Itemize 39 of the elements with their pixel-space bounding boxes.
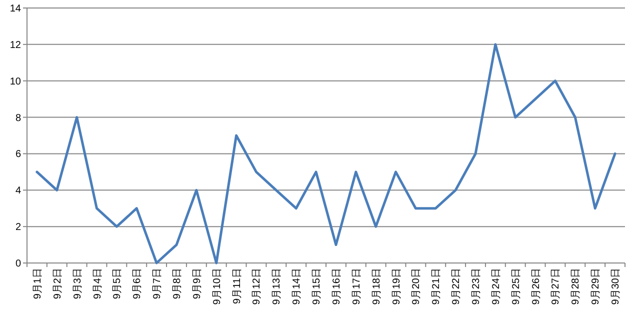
x-tick-label: 9月7日 [152, 268, 164, 300]
y-tick-label: 4 [15, 186, 22, 197]
x-tick-label: 9月24日 [490, 268, 502, 305]
x-tick-label: 9月4日 [92, 268, 104, 300]
x-tick-label: 9月27日 [550, 268, 562, 305]
x-tick-label: 9月19日 [391, 268, 402, 305]
x-tick-label: 9月14日 [292, 268, 303, 305]
x-tick-label: 9月13日 [272, 268, 283, 305]
line-series [36, 43, 616, 264]
y-tick-label: 0 [15, 258, 22, 270]
x-tick-label: 9月1日 [32, 268, 44, 300]
y-tick-label: 10 [10, 76, 22, 88]
x-tick-label: 9月22日 [451, 268, 462, 305]
x-tick-label: 9月28日 [570, 268, 582, 305]
y-tick-label: 8 [15, 112, 22, 124]
x-tick-label: 9月5日 [112, 268, 124, 300]
y-tick-label: 2 [15, 222, 22, 234]
x-tick-label: 9月30日 [610, 268, 622, 305]
x-tick-label: 9月17日 [351, 268, 362, 305]
x-tick-label: 9月21日 [431, 268, 442, 305]
x-tick-label: 9月11日 [232, 268, 243, 304]
x-tick-label: 9月3日 [72, 268, 84, 300]
x-tick-label: 9月16日 [331, 268, 342, 305]
x-tick-label: 9月23日 [471, 268, 482, 305]
x-tick-label: 9月6日 [132, 268, 144, 300]
x-tick-label: 9月12日 [252, 268, 263, 305]
x-tick-label: 9月15日 [312, 268, 323, 305]
x-tick-label: 9月20日 [411, 268, 422, 305]
x-tick-label: 9月29日 [590, 268, 602, 305]
y-tick-label: 14 [10, 4, 22, 14]
x-tick-label: 9月9日 [192, 268, 203, 300]
x-tick-label: 9月2日 [52, 268, 64, 300]
x-tick-label: 9月8日 [172, 268, 183, 300]
y-tick-label: 6 [15, 149, 22, 160]
x-tick-label: 9月25日 [510, 268, 522, 305]
y-tick-label: 12 [10, 40, 22, 51]
x-tick-label: 9月26日 [530, 268, 542, 305]
x-tick-label: 9月10日 [212, 268, 223, 305]
x-tick-label: 9月18日 [371, 268, 382, 305]
